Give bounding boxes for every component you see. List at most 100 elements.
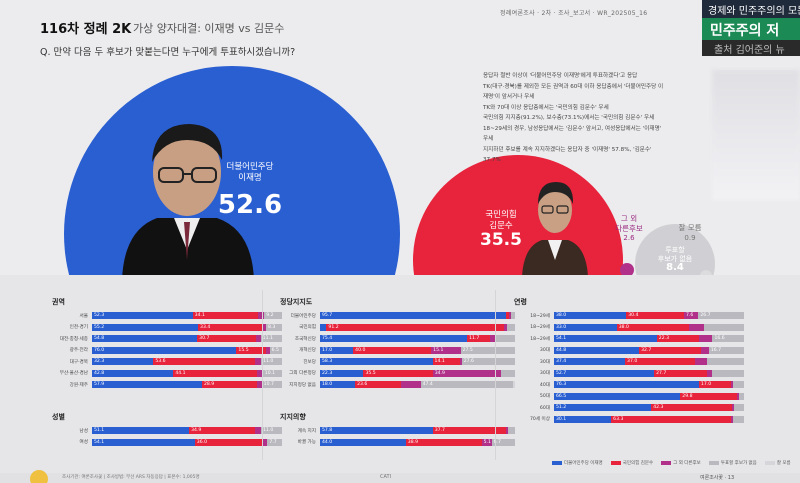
bar-segment	[712, 369, 744, 377]
bar-segment: 51.1	[92, 427, 190, 435]
bar-segment: 10.1	[262, 369, 282, 377]
table-row: 조국혁신당 75.4 11.7	[280, 333, 515, 345]
kim-value: 35.5	[480, 230, 522, 250]
bar-segment: 30.4	[626, 312, 684, 320]
bar-segment	[733, 381, 744, 389]
table-row: 서울 52.3 34.1 9.2	[52, 310, 282, 322]
report-title: 116차 정례 2K	[40, 22, 132, 37]
column-divider	[495, 290, 496, 460]
stacked-bar: 54.1 36.0 7.7	[92, 438, 282, 446]
bar-segment: 38.9	[405, 438, 482, 446]
bar-segment	[500, 369, 515, 377]
bar-segment: 16.6	[712, 335, 744, 343]
bar-segment	[320, 323, 327, 331]
bar-segment: 34.9	[432, 369, 501, 377]
stacked-bar: 33.0 38.0	[554, 323, 744, 331]
bar-segment: 11.0	[261, 427, 282, 435]
kim-portrait	[522, 182, 588, 276]
row-label: 바뀔 가능	[297, 440, 316, 446]
bar-segment: 75.4	[320, 335, 468, 343]
bar-segment: 14.1	[432, 358, 460, 366]
row-label: 진보당	[303, 359, 316, 365]
bar-segment	[265, 346, 270, 354]
bar-segment: 37.0	[625, 358, 696, 366]
bar-segment: 33.4	[198, 323, 263, 331]
bar-segment: 10.7	[261, 381, 282, 389]
table-row: 더불어민주당 95.7	[280, 310, 515, 322]
no-candidate-label-1: 투표할	[665, 246, 685, 254]
bar-segment	[504, 323, 508, 331]
news-overlay-line3: 출처 김어준의 뉴	[702, 40, 800, 56]
row-label: 지지정당 없음	[289, 382, 316, 388]
table-row: 대전·충청·세종 54.8 30.7 11.1	[52, 333, 282, 345]
row-label: 광주·전라	[69, 348, 88, 354]
row-label: 60대	[539, 405, 550, 411]
stacked-bar: 52.7 27.7	[554, 369, 744, 377]
row-label: 서울	[79, 313, 88, 319]
stacked-bar: 54.1 22.3 16.6	[554, 335, 744, 343]
summary-line: 지지하던 후보를 계속 지지하겠다는 응답자 중 '이재명' 57.8%, '김…	[483, 146, 652, 164]
lee-name: 이재명	[238, 173, 262, 183]
bar-segment: 7.6	[683, 312, 699, 320]
summary-line: TK와 70대 이상 응답층에서는 '국민의힘 김문수' 우세	[483, 104, 609, 111]
table-row: 50대 66.5 29.8	[514, 391, 745, 403]
bar-segment: 11.7	[467, 335, 490, 343]
row-label: 18~29세	[530, 313, 550, 319]
table-row: 18~29세 54.1 22.3 16.6	[514, 333, 744, 345]
bar-segment: 30.7	[197, 335, 257, 343]
bar-segment	[731, 381, 734, 389]
gender-table-rows: 남성 51.1 34.9 11.0 여성 54.1 36.0 7.7	[52, 425, 282, 448]
bar-segment: 16.7	[708, 346, 744, 354]
no-candidate-value: 8.4	[666, 262, 684, 273]
region-table-rows: 서울 52.3 34.1 9.2 인천·경기 55.2 33.4 8.3 대전·충청·세종 54.…	[52, 310, 282, 391]
region-table: 권역 서울 52.3 34.1 9.2 인천·경기 55.2 33.4 8.3 대전·충청·세종…	[52, 297, 282, 391]
bar-segment	[255, 427, 262, 435]
row-label: 그외 다른정당	[289, 371, 316, 377]
bar-segment: 6.5	[269, 346, 282, 354]
kim-label: 국민의힘 김문수	[466, 210, 536, 232]
kim-name: 김문수	[489, 221, 513, 231]
stacked-bar: 76.0 15.5 6.5	[92, 346, 282, 354]
sun-logo-icon	[30, 470, 48, 483]
party-table: 정당지지도 더불어민주당 95.7 국민의힘 91.2 조국혁신당 75.4 11.7 개혁신…	[280, 297, 516, 391]
bar-segment: 58.3	[320, 358, 433, 366]
bar-segment: 6.7	[491, 438, 515, 446]
stacked-bar: 30.1 63.3	[554, 415, 744, 423]
bar-segment	[256, 335, 261, 343]
bar-segment: 15.1	[431, 346, 461, 354]
bar-segment: 37.4	[554, 358, 626, 366]
table-row: 18~29세 38.0 30.4 7.6 26.7	[514, 310, 744, 322]
row-label: 30대	[539, 371, 550, 377]
stacked-bar: 58.3 14.1 27.6	[320, 358, 515, 366]
lee-label: 더불어민주당 이재명	[200, 162, 300, 184]
table-row: 그외 다른정당 22.3 35.5 34.9	[280, 368, 515, 380]
age-table-title: 연령	[514, 298, 527, 306]
age-table: 연령 18~29세 38.0 30.4 7.6 26.7 18~29세 33.0 38.0 18…	[514, 297, 745, 425]
bar-segment: 9.2	[264, 312, 282, 320]
legend-item: 그 외 다른후보	[661, 460, 701, 466]
bar-segment: 38.0	[554, 312, 627, 320]
table-row: 인천·경기 55.2 33.4 8.3	[52, 322, 282, 334]
table-row: 광주·전라 76.0 15.5 6.5	[52, 345, 282, 357]
stacked-bar: 52.3 34.1 9.2	[92, 312, 282, 320]
bar-segment: 57.8	[320, 427, 433, 435]
row-label: 인천·경기	[69, 325, 88, 331]
bar-segment: 95.7	[320, 312, 507, 320]
row-label: 강원·제주	[69, 382, 88, 388]
bar-segment: 54.1	[92, 438, 195, 446]
stacked-bar: 66.5 29.8	[554, 392, 745, 400]
bar-segment	[704, 323, 744, 331]
bar-segment: 7.7	[267, 438, 282, 446]
gender-table-title: 성별	[52, 413, 65, 421]
summary-text: 응답자 절반 이상이 '더불어민주당 이재명'에게 투표하겠다'고 응답 TK(…	[483, 71, 668, 166]
summary-line: 국민의힘 지지층(91.2%), 보수층(73.1%)에서는 '국민의힘 김문수…	[483, 115, 655, 121]
bar-segment: 42.8	[92, 369, 174, 377]
bar-segment: 23.6	[355, 381, 402, 389]
row-label: 여성	[79, 440, 88, 446]
stacked-bar: 76.3 17.0	[554, 381, 744, 389]
bar-segment: 47.4	[420, 381, 514, 389]
bar-segment	[510, 312, 515, 320]
bar-segment: 27.7	[654, 369, 707, 377]
other-value: 2.6	[623, 234, 635, 242]
legend-item: 잘 모름	[764, 460, 791, 466]
